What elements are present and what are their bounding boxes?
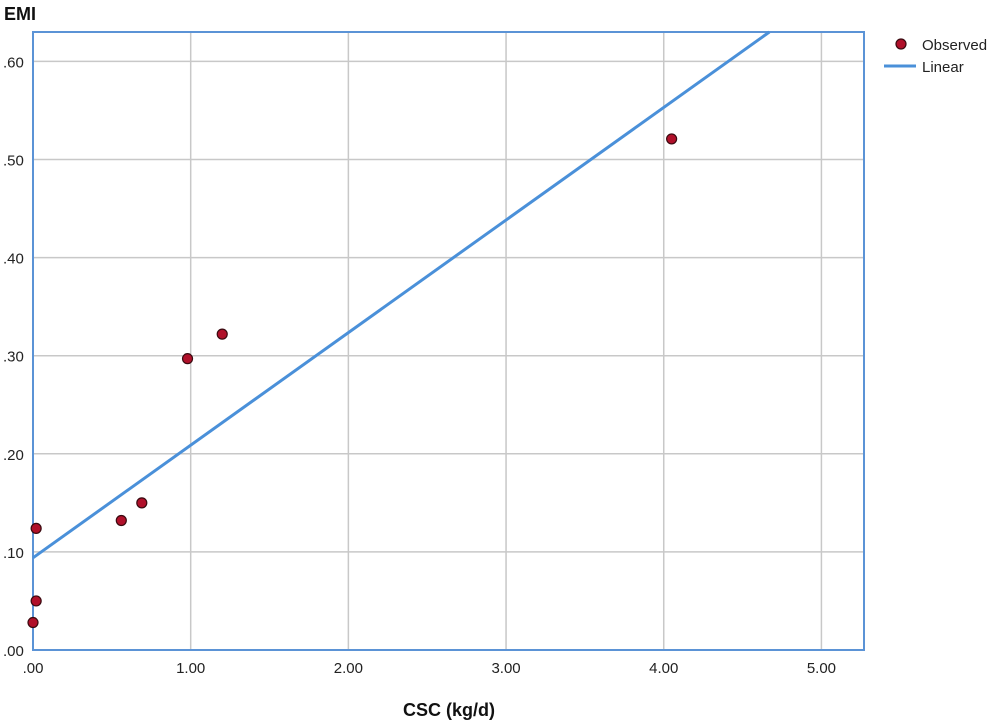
grid-lines bbox=[33, 32, 864, 650]
series-linear bbox=[32, 30, 771, 560]
observed-point bbox=[216, 328, 228, 340]
observed-point bbox=[136, 497, 148, 509]
x-axis-title: CSC (kg/d) bbox=[403, 700, 495, 720]
legend-observed-label: Observed bbox=[922, 37, 987, 54]
series-observed bbox=[27, 133, 678, 629]
legend-observed-marker bbox=[895, 38, 907, 50]
x-axis-ticks: .00 1.00 2.00 3.00 4.00 5.00 bbox=[23, 660, 836, 677]
linear-fit-line bbox=[32, 30, 771, 560]
observed-point bbox=[30, 522, 42, 534]
y-tick-label: .50 bbox=[3, 153, 24, 170]
observed-point bbox=[181, 353, 194, 365]
y-tick-label: .10 bbox=[3, 545, 24, 562]
y-tick-label: .30 bbox=[3, 349, 24, 366]
x-tick-label: 2.00 bbox=[334, 660, 363, 677]
y-tick-label: .60 bbox=[3, 54, 24, 71]
observed-point bbox=[27, 616, 39, 629]
observed-point bbox=[115, 514, 127, 527]
y-tick-label: .20 bbox=[3, 447, 24, 464]
x-tick-label: 3.00 bbox=[491, 660, 520, 677]
legend: Observed Linear bbox=[884, 37, 987, 76]
y-tick-label: .40 bbox=[3, 251, 24, 268]
y-axis-title: EMI bbox=[4, 4, 36, 24]
x-tick-label: .00 bbox=[23, 660, 44, 677]
legend-linear-label: Linear bbox=[922, 59, 964, 76]
x-tick-label: 4.00 bbox=[649, 660, 678, 677]
y-axis-ticks: .00 .10 .20 .30 .40 .50 .60 bbox=[3, 54, 24, 660]
x-tick-label: 1.00 bbox=[176, 660, 205, 677]
x-tick-label: 5.00 bbox=[807, 660, 836, 677]
plot-frame bbox=[32, 31, 865, 651]
y-tick-label: .00 bbox=[3, 643, 24, 660]
observed-point bbox=[30, 595, 42, 607]
observed-point bbox=[666, 133, 678, 145]
